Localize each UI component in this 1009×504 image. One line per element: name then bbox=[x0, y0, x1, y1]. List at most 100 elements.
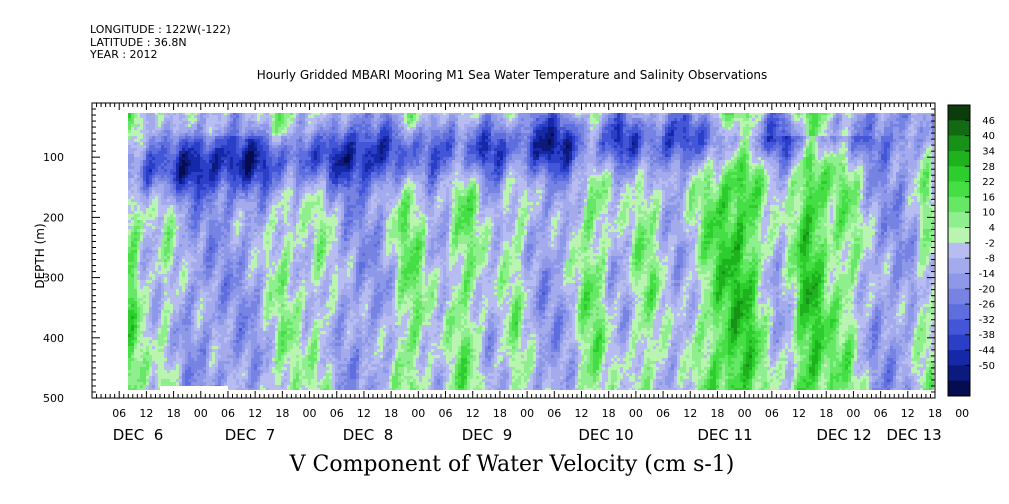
heatmap-cell bbox=[170, 151, 173, 154]
heatmap-cell bbox=[575, 113, 578, 115]
heatmap-cell bbox=[470, 157, 473, 160]
heatmap-cell bbox=[683, 130, 686, 133]
heatmap-cell bbox=[230, 163, 233, 166]
heatmap-cell bbox=[803, 160, 806, 163]
heatmap-cell bbox=[530, 151, 533, 154]
heatmap-cell bbox=[905, 130, 908, 133]
heatmap-cell bbox=[836, 160, 839, 163]
heatmap-cell bbox=[317, 130, 320, 133]
heatmap-cell bbox=[362, 160, 365, 163]
heatmap-cell bbox=[833, 124, 836, 127]
heatmap-cell bbox=[335, 121, 338, 124]
heatmap-cell bbox=[134, 113, 137, 115]
heatmap-cell bbox=[878, 118, 881, 121]
heatmap-cell bbox=[689, 118, 692, 121]
heatmap-cell bbox=[278, 118, 281, 121]
heatmap-cell bbox=[689, 124, 692, 127]
heatmap-cell bbox=[263, 113, 266, 115]
heatmap-cell bbox=[494, 130, 497, 133]
heatmap-cell bbox=[848, 133, 851, 136]
heatmap-cell bbox=[839, 139, 842, 142]
heatmap-cell bbox=[377, 130, 380, 133]
heatmap-cell bbox=[449, 127, 452, 130]
heatmap-cell bbox=[263, 127, 266, 130]
heatmap-cell bbox=[149, 118, 152, 121]
heatmap-cell bbox=[851, 151, 854, 154]
heatmap-cell bbox=[842, 148, 845, 151]
heatmap-cell bbox=[536, 154, 539, 157]
heatmap-cell bbox=[929, 127, 932, 130]
heatmap-cell bbox=[464, 124, 467, 127]
heatmap-cell bbox=[749, 113, 752, 115]
heatmap-cell bbox=[368, 157, 371, 160]
heatmap-cell bbox=[602, 148, 605, 151]
heatmap-cell bbox=[662, 139, 665, 142]
heatmap-cell bbox=[629, 115, 632, 118]
heatmap-cell bbox=[782, 124, 785, 127]
heatmap-cell bbox=[278, 145, 281, 148]
heatmap-cell bbox=[524, 118, 527, 121]
heatmap-cell bbox=[233, 148, 236, 151]
heatmap-cell bbox=[641, 127, 644, 130]
heatmap-cell bbox=[167, 115, 170, 118]
heatmap-cell bbox=[581, 136, 584, 139]
heatmap-cell bbox=[797, 160, 800, 163]
heatmap-cell bbox=[527, 124, 530, 127]
heatmap-cell bbox=[407, 142, 410, 145]
heatmap-cell bbox=[860, 130, 863, 133]
heatmap-cell bbox=[410, 133, 413, 136]
heatmap-cell bbox=[131, 154, 134, 157]
heatmap-cell bbox=[833, 121, 836, 124]
heatmap-cell bbox=[602, 160, 605, 163]
heatmap-cell bbox=[776, 127, 779, 130]
heatmap-cell bbox=[239, 142, 242, 145]
heatmap-cell bbox=[251, 148, 254, 151]
heatmap-cell bbox=[662, 118, 665, 121]
heatmap-cell bbox=[716, 142, 719, 145]
heatmap-cell bbox=[269, 148, 272, 151]
heatmap-cell bbox=[311, 121, 314, 124]
heatmap-cell bbox=[422, 136, 425, 139]
heatmap-cell bbox=[887, 148, 890, 151]
heatmap-cell bbox=[578, 113, 581, 115]
heatmap-cell bbox=[194, 139, 197, 142]
heatmap-cell bbox=[590, 115, 593, 118]
heatmap-cell bbox=[257, 160, 260, 163]
heatmap-cell bbox=[707, 136, 710, 139]
heatmap-cell bbox=[893, 145, 896, 148]
heatmap-cell bbox=[269, 160, 272, 163]
heatmap-cell bbox=[599, 157, 602, 160]
heatmap-cell bbox=[515, 151, 518, 154]
heatmap-cell bbox=[140, 154, 143, 157]
heatmap-cell bbox=[326, 115, 329, 118]
heatmap-cell bbox=[386, 118, 389, 121]
heatmap-cell bbox=[539, 127, 542, 130]
heatmap-cell bbox=[482, 115, 485, 118]
heatmap-cell bbox=[788, 154, 791, 157]
heatmap-cell bbox=[365, 154, 368, 157]
heatmap-cell bbox=[365, 160, 368, 163]
heatmap-cell bbox=[641, 121, 644, 124]
heatmap-cell bbox=[329, 124, 332, 127]
heatmap-cell bbox=[275, 127, 278, 130]
heatmap-cell bbox=[629, 148, 632, 151]
heatmap-cell bbox=[473, 130, 476, 133]
heatmap-cell bbox=[428, 136, 431, 139]
heatmap-cell bbox=[851, 160, 854, 163]
heatmap-cell bbox=[218, 127, 221, 130]
heatmap-cell bbox=[314, 113, 317, 115]
heatmap-cell bbox=[554, 154, 557, 157]
heatmap-cell bbox=[419, 163, 422, 166]
heatmap-cell bbox=[422, 142, 425, 145]
heatmap-cell bbox=[758, 133, 761, 136]
heatmap-cell bbox=[401, 124, 404, 127]
heatmap-cell bbox=[797, 136, 800, 139]
heatmap-cell bbox=[230, 157, 233, 160]
heatmap-cell bbox=[365, 157, 368, 160]
heatmap-cell bbox=[434, 163, 437, 166]
heatmap-cell bbox=[266, 163, 269, 166]
heatmap-cell bbox=[719, 151, 722, 154]
heatmap-cell bbox=[641, 145, 644, 148]
heatmap-cell bbox=[260, 133, 263, 136]
heatmap-cell bbox=[503, 154, 506, 157]
